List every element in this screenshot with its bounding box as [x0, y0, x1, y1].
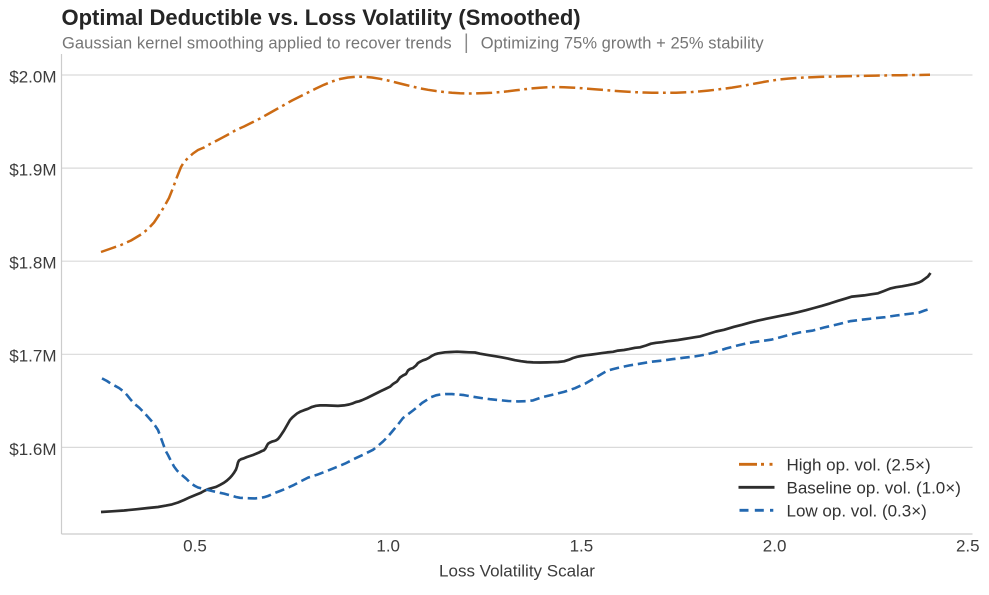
- svg-text:2.0: 2.0: [763, 537, 787, 556]
- svg-text:0.5: 0.5: [183, 537, 207, 556]
- svg-text:$1.7M: $1.7M: [9, 347, 56, 366]
- svg-text:Loss Volatility Scalar: Loss Volatility Scalar: [439, 562, 595, 581]
- svg-text:1.5: 1.5: [570, 537, 594, 556]
- svg-text:$1.6M: $1.6M: [9, 440, 56, 459]
- svg-text:Gaussian kernel smoothing appl: Gaussian kernel smoothing applied to rec…: [62, 35, 764, 53]
- svg-text:$1.9M: $1.9M: [9, 161, 56, 180]
- svg-text:Baseline op. vol. (1.0×): Baseline op. vol. (1.0×): [787, 479, 961, 498]
- svg-text:2.5: 2.5: [956, 537, 980, 556]
- svg-text:$2.0M: $2.0M: [9, 67, 56, 86]
- svg-text:High op. vol. (2.5×): High op. vol. (2.5×): [787, 456, 931, 475]
- svg-text:$1.8M: $1.8M: [9, 254, 56, 273]
- svg-text:Optimal Deductible vs. Loss Vo: Optimal Deductible vs. Loss Volatility (…: [62, 5, 581, 30]
- svg-text:Low op. vol. (0.3×): Low op. vol. (0.3×): [787, 502, 927, 521]
- svg-text:1.0: 1.0: [376, 537, 400, 556]
